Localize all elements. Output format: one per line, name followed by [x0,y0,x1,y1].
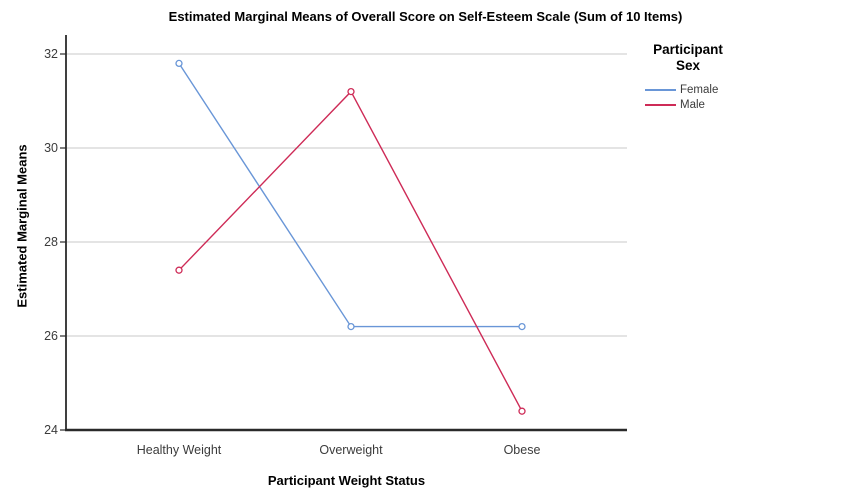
x-axis-title: Participant Weight Status [267,473,426,488]
y-axis-title: Estimated Marginal Means [14,144,30,308]
legend-swatch-female [645,89,676,92]
x-tick-label: Overweight [319,443,383,457]
x-tick-label: Healthy Weight [136,443,222,457]
y-tick-label: 24 [44,423,58,437]
x-tick-label: Obese [503,443,541,457]
chart-title: Estimated Marginal Means of Overall Scor… [168,9,683,24]
y-tick-label: 32 [44,47,58,61]
y-tick-label: 30 [44,141,58,155]
legend-entry-male: Male [645,98,821,113]
y-tick-label: 28 [44,235,58,249]
data-point-marker-male [518,407,526,415]
legend-entries: Female Male [641,83,821,113]
legend-label: Female [680,84,719,97]
legend-title: Participant Sex [653,42,723,73]
legend-label: Male [680,99,705,112]
series-line-male [178,90,523,412]
legend-swatch-male [645,104,676,107]
data-point-marker-female [347,322,355,331]
y-tick-label: 26 [44,329,58,343]
data-point-marker-female [518,322,526,331]
data-point-marker-male [175,266,183,274]
data-point-marker-female [175,59,183,68]
legend: Participant Sex Female Male [641,42,821,113]
data-point-marker-male [347,87,355,96]
series-line-female [178,63,522,328]
legend-entry-female: Female [645,83,821,98]
